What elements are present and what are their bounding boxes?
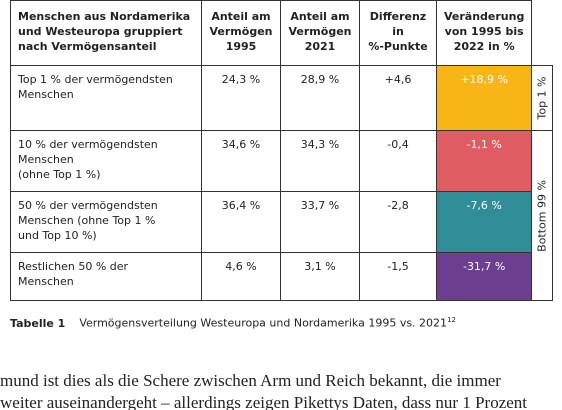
body-text: mund ist dies als die Schere zwischen Ar… [0, 370, 527, 410]
body-line: weiter auseinandergeht – allerdings zeig… [0, 393, 528, 410]
cell-line: -31,7 % [462, 260, 506, 273]
cell-line: in [392, 25, 404, 38]
table-cell: Restlichen 50 % der Menschen [10, 252, 202, 301]
header-cell: Veränderung von 1995 bis 2022 in % [435, 0, 533, 66]
cell-line: 33,7 % [300, 199, 340, 212]
cell-line: und Top 10 %) [18, 229, 97, 242]
cell-line: (ohne Top 1 %) [18, 168, 101, 181]
cell-line: -1,5 [387, 260, 409, 273]
side-label: Bottom 99 % [535, 179, 549, 252]
table-row: 10 % der vermögendsten Menschen (ohne Top … [10, 130, 554, 301]
body-line: mund ist dies als die Schere zwischen Ar… [0, 371, 501, 390]
cell-line: 4,6 % [225, 260, 257, 273]
table-cell: 34,3 % [280, 130, 360, 192]
cell-line: Anteil am [211, 10, 271, 23]
table-cell: 10 % der vermögendsten Menschen (ohne Top … [10, 130, 202, 192]
table-cell: 50 % der vermögendsten Menschen (ohne Top… [10, 191, 202, 253]
cell-line: 10 % der vermögendsten [18, 138, 158, 151]
cell-line: Vermögen [288, 25, 352, 38]
cell-line: von 1995 bis [444, 25, 524, 38]
cell-line: 3,1 % [304, 260, 336, 273]
cell-line: Veränderung [444, 10, 525, 23]
side-label-cell: Bottom 99 % [531, 130, 554, 301]
cell-line: %-Punkte [368, 40, 428, 53]
cell-line: Differenz [369, 10, 427, 23]
table-cell: 34,6 % [201, 130, 281, 192]
cell-line: Top 1 % der vermögendsten [18, 73, 173, 86]
change-cell: -31,7 % [435, 252, 533, 301]
cell-line: Menschen [18, 275, 74, 288]
table-cell: 3,1 % [280, 252, 360, 301]
cell-line: Anteil am [290, 10, 350, 23]
side-label: Top 1 % [535, 76, 549, 120]
change-cell: -1,1 % [435, 130, 533, 192]
cell-line: -0,4 [387, 138, 409, 151]
side-label-cell: Top 1 % [531, 65, 554, 131]
cell-line: und Westeuropa gruppiert [18, 25, 183, 38]
cell-line: 36,4 % [221, 199, 261, 212]
cell-line: 28,9 % [300, 73, 340, 86]
table-cell: 24,3 % [201, 65, 281, 131]
cell-line: 1995 [225, 40, 257, 53]
table-cell: 33,7 % [280, 191, 360, 253]
cell-line: nach Vermögensanteil [18, 40, 157, 53]
change-cell: -7,6 % [435, 191, 533, 253]
cell-line: 24,3 % [221, 73, 261, 86]
header-cell: Anteil am Vermögen 1995 [201, 0, 281, 66]
table-cell: -2,8 [359, 191, 437, 253]
cell-line: -1,1 % [466, 138, 502, 151]
wealth-table: Menschen aus Nordamerika und Westeuropa g… [10, 0, 554, 301]
cell-line: Menschen (ohne Top 1 % [18, 214, 156, 227]
change-cell: +18,9 % [435, 65, 533, 131]
table-row: Top 1 % der vermögendsten Menschen 24,3 % 2… [10, 65, 554, 131]
cell-line: 50 % der vermögendsten [18, 199, 158, 212]
table-cell: Top 1 % der vermögendsten Menschen [10, 65, 202, 131]
cell-line: 34,6 % [221, 138, 261, 151]
cell-line: -7,6 % [466, 199, 502, 212]
header-cell: Menschen aus Nordamerika und Westeuropa g… [10, 0, 202, 66]
cell-line: +18,9 % [460, 73, 509, 86]
cell-line: Vermögen [209, 25, 273, 38]
table-cell: -1,5 [359, 252, 437, 301]
cell-line: Restlichen 50 % der [18, 260, 129, 273]
cell-line: 2021 [304, 40, 336, 53]
cell-line: Menschen [18, 88, 74, 101]
cell-line: -2,8 [387, 199, 409, 212]
table-cell: -0,4 [359, 130, 437, 192]
header-cell: Differenz in %-Punkte [359, 0, 437, 66]
footnote-ref: 12 [447, 316, 456, 324]
header-row: Menschen aus Nordamerika und Westeuropa g… [10, 0, 553, 66]
table-row: Restlichen 50 % der Menschen 4,6 % 3,1 % -1,… [10, 252, 553, 301]
caption-label: Tabelle 1 [10, 316, 66, 330]
caption-text: Vermögensverteilung Westeuropa und Norda… [79, 316, 448, 330]
table-cell: +4,6 [359, 65, 437, 131]
table-cell: 36,4 % [201, 191, 281, 253]
header-cell: Anteil am Vermögen 2021 [280, 0, 360, 66]
table-cell: 4,6 % [201, 252, 281, 301]
cell-line: +4,6 [384, 73, 412, 86]
caption: Tabelle 1 Vermögensverteilung Westeuropa … [10, 316, 456, 330]
cell-line: 2022 in % [453, 40, 515, 53]
cell-line: Menschen [18, 153, 74, 166]
table-cell: 28,9 % [280, 65, 360, 131]
cell-line: Menschen aus Nordamerika [18, 10, 191, 23]
cell-line: 34,3 % [300, 138, 340, 151]
table-row: 50 % der vermögendsten Menschen (ohne Top… [10, 191, 553, 253]
side-header [532, 1, 553, 66]
